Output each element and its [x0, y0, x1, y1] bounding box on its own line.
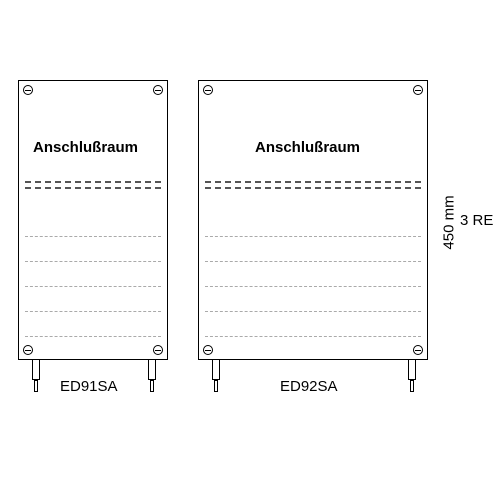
panel-right-hair: [205, 236, 421, 237]
panel-right-hair: [205, 311, 421, 312]
bolt-left-a: [34, 380, 38, 392]
panel-left-hair: [25, 286, 161, 287]
panel-left-hair: [25, 336, 161, 337]
panel-right-code: ED92SA: [280, 378, 338, 395]
bolt-right-b: [410, 380, 414, 392]
connector-left-a: [32, 360, 40, 380]
panel-left-code: ED91SA: [60, 378, 118, 395]
bolt-right-a: [214, 380, 218, 392]
screw-icon: [153, 85, 163, 95]
dimension-re: 3 RE: [460, 212, 493, 229]
panel-right-hair: [205, 336, 421, 337]
panel-right-dash-1: [205, 181, 421, 183]
connector-right-a: [212, 360, 220, 380]
panel-left: Anschlußraum: [18, 80, 168, 360]
screw-icon: [23, 345, 33, 355]
connector-left-b: [148, 360, 156, 380]
screw-icon: [153, 345, 163, 355]
screw-icon: [413, 345, 423, 355]
diagram-stage: Anschlußraum ED91SA Anschlußraum ED92SA: [0, 0, 500, 500]
panel-right: Anschlußraum: [198, 80, 428, 360]
dimension-height: 450 mm: [441, 195, 458, 249]
bolt-left-b: [150, 380, 154, 392]
panel-left-hair: [25, 236, 161, 237]
panel-right-label: Anschlußraum: [255, 139, 360, 156]
screw-icon: [23, 85, 33, 95]
panel-left-dash-2: [25, 187, 161, 189]
panel-left-dash-1: [25, 181, 161, 183]
screw-icon: [203, 345, 213, 355]
panel-left-hair: [25, 261, 161, 262]
panel-left-label: Anschlußraum: [33, 139, 138, 156]
screw-icon: [413, 85, 423, 95]
panel-right-hair: [205, 286, 421, 287]
screw-icon: [203, 85, 213, 95]
panel-right-hair: [205, 261, 421, 262]
panel-right-dash-2: [205, 187, 421, 189]
panel-left-hair: [25, 311, 161, 312]
connector-right-b: [408, 360, 416, 380]
